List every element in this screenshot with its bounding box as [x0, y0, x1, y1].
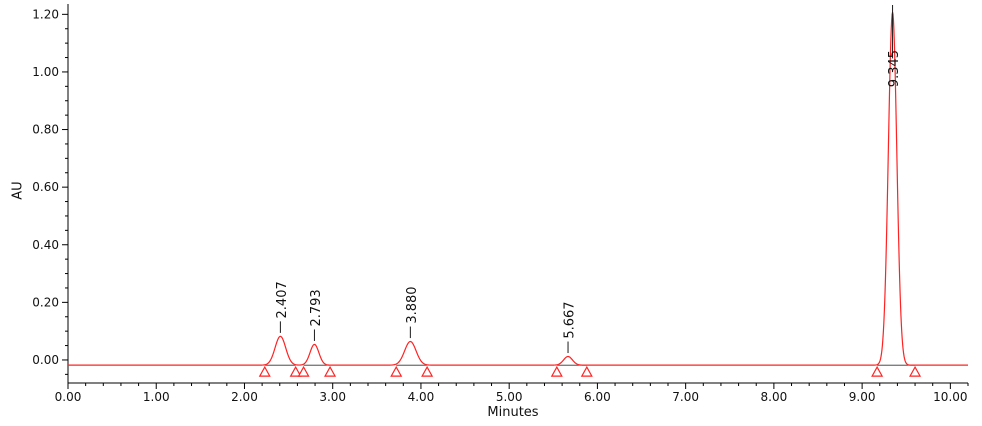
svg-text:0.40: 0.40	[32, 238, 59, 252]
svg-text:0.00: 0.00	[32, 353, 59, 367]
svg-text:0.80: 0.80	[32, 123, 59, 137]
peak-label: 5.667	[563, 301, 578, 338]
svg-text:0.60: 0.60	[32, 180, 59, 194]
peak-label: 2.793	[309, 289, 324, 326]
svg-text:8.00: 8.00	[761, 390, 788, 404]
peak-label: 3.880	[405, 286, 420, 323]
svg-text:6.00: 6.00	[584, 390, 611, 404]
svg-text:5.00: 5.00	[496, 390, 523, 404]
peak-label: 9.345	[887, 50, 902, 87]
svg-text:1.00: 1.00	[32, 65, 59, 79]
svg-text:2.00: 2.00	[231, 390, 258, 404]
svg-text:1.00: 1.00	[143, 390, 170, 404]
y-axis-label: AU	[10, 181, 26, 200]
svg-text:1.20: 1.20	[32, 7, 59, 21]
svg-text:4.00: 4.00	[408, 390, 435, 404]
svg-text:9.00: 9.00	[849, 390, 876, 404]
svg-text:0.00: 0.00	[55, 390, 82, 404]
svg-text:7.00: 7.00	[672, 390, 699, 404]
svg-text:0.20: 0.20	[32, 295, 59, 309]
peak-label: 2.407	[275, 281, 290, 318]
x-axis-label: Minutes	[487, 405, 539, 420]
svg-text:3.00: 3.00	[319, 390, 346, 404]
svg-text:10.00: 10.00	[933, 390, 967, 404]
